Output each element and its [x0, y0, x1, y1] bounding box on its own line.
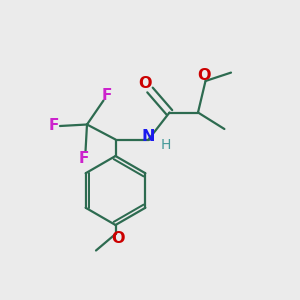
- Text: F: F: [49, 118, 59, 134]
- Text: F: F: [101, 88, 112, 104]
- Text: O: O: [112, 231, 125, 246]
- Text: N: N: [142, 129, 155, 144]
- Text: O: O: [197, 68, 211, 82]
- Text: F: F: [79, 151, 89, 166]
- Text: H: H: [161, 138, 171, 152]
- Text: O: O: [138, 76, 152, 92]
